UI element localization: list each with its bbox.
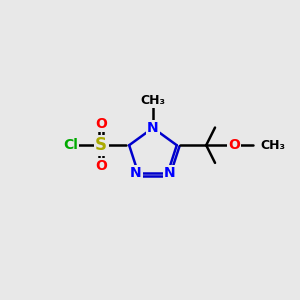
Text: O: O [95,159,107,173]
Text: N: N [147,121,159,135]
Text: N: N [130,166,142,180]
Text: S: S [95,136,107,154]
Text: Cl: Cl [63,138,78,152]
Text: N: N [164,166,176,180]
Text: O: O [228,138,240,152]
Text: CH₃: CH₃ [140,94,165,107]
Text: O: O [95,117,107,131]
Text: CH₃: CH₃ [261,139,286,152]
